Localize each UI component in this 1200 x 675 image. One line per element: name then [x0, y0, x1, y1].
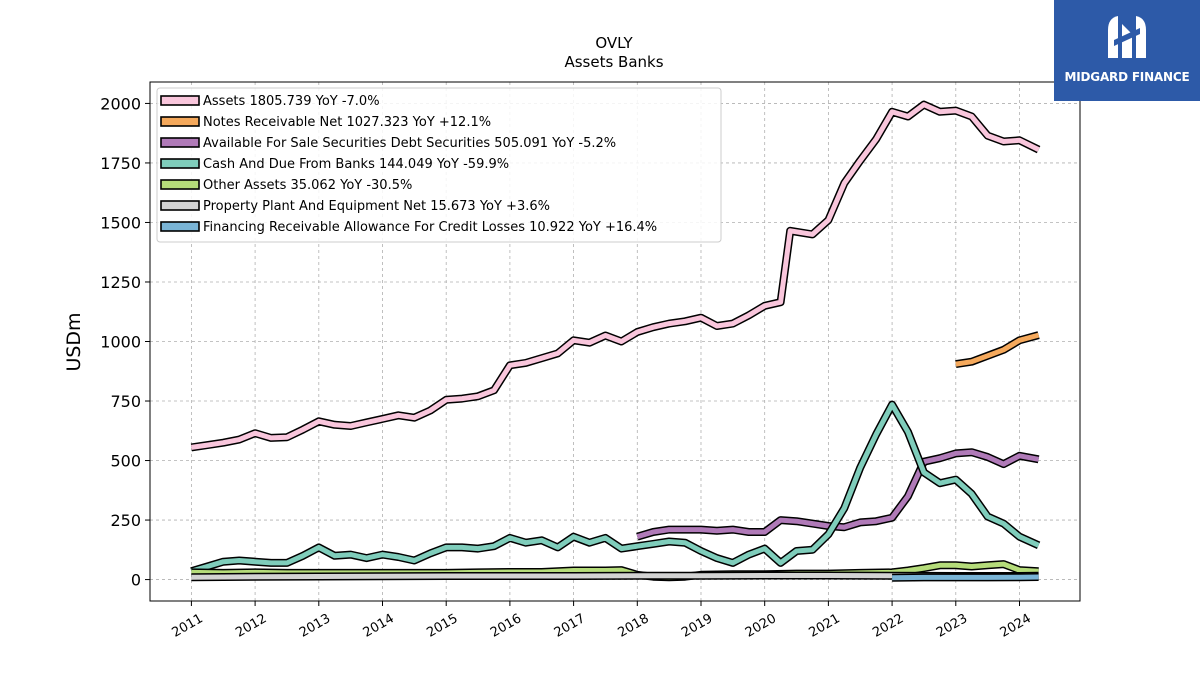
legend-swatch — [160, 200, 200, 211]
y-tick-label: 750 — [110, 392, 141, 411]
series-line — [955, 332, 1040, 367]
legend-swatch — [160, 221, 200, 232]
legend-label: Cash And Due From Banks 144.049 YoY -59.… — [203, 157, 509, 172]
chart-subtitle: Assets Banks — [564, 53, 663, 71]
legend-label: Available For Sale Securities Debt Secur… — [203, 136, 616, 151]
y-tick-label: 1500 — [100, 213, 141, 232]
series-line — [190, 402, 1040, 574]
y-axis-label: USDm — [63, 312, 85, 371]
x-tick-label: 2013 — [297, 611, 333, 641]
legend-label: Notes Receivable Net 1027.323 YoY +12.1% — [203, 115, 491, 130]
x-tick-label: 2019 — [679, 611, 715, 641]
y-tick-label: 1750 — [100, 154, 141, 173]
y-tick-label: 2000 — [100, 94, 141, 113]
series-3 — [190, 400, 1041, 576]
x-tick-label: 2011 — [170, 611, 206, 641]
y-tick-label: 250 — [110, 511, 141, 530]
x-tick-label: 2023 — [934, 611, 970, 641]
brand-logo: MIDGARD FINANCE — [1054, 0, 1200, 101]
series-0 — [190, 100, 1041, 452]
legend-swatch — [160, 95, 200, 106]
x-tick-label: 2014 — [361, 611, 397, 641]
x-tick-label: 2015 — [424, 611, 460, 641]
series-6 — [892, 573, 1039, 582]
x-tick-label: 2022 — [870, 611, 906, 641]
x-tick-label: 2012 — [233, 611, 269, 641]
legend-label: Financing Receivable Allowance For Credi… — [203, 220, 657, 235]
chart-title: OVLY — [595, 34, 633, 52]
midgard-logo-icon — [1108, 16, 1146, 58]
legend-label: Property Plant And Equipment Net 15.673 … — [203, 199, 550, 214]
y-tick-label: 1250 — [100, 273, 141, 292]
y-tick-label: 1000 — [100, 333, 141, 352]
series-line — [191, 102, 1040, 450]
plot-frame — [149, 81, 1081, 602]
legend-label: Assets 1805.739 YoY -7.0% — [203, 94, 380, 109]
legend: Assets 1805.739 YoY -7.0% Notes Receivabl… — [156, 87, 722, 243]
legend-box — [156, 87, 722, 243]
y-tick-label: 500 — [110, 452, 141, 471]
x-tick-label: 2018 — [615, 611, 651, 641]
brand-name: MIDGARD FINANCE — [1064, 70, 1190, 84]
series-layer — [190, 100, 1041, 582]
x-tick-label: 2017 — [552, 611, 588, 641]
legend-label: Other Assets 35.062 YoY -30.5% — [203, 178, 412, 193]
series-line — [892, 574, 1039, 581]
legend-swatch — [160, 158, 200, 169]
legend-swatch — [160, 116, 200, 127]
x-tick-label: 2021 — [807, 611, 843, 641]
y-tick-label: 0 — [131, 571, 141, 590]
legend-swatch — [160, 137, 200, 148]
x-tick-label: 2016 — [488, 611, 524, 641]
legend-swatch — [160, 179, 200, 190]
x-tick-label: 2024 — [998, 611, 1034, 641]
series-1 — [955, 331, 1040, 369]
x-tick-label: 2020 — [743, 611, 779, 641]
